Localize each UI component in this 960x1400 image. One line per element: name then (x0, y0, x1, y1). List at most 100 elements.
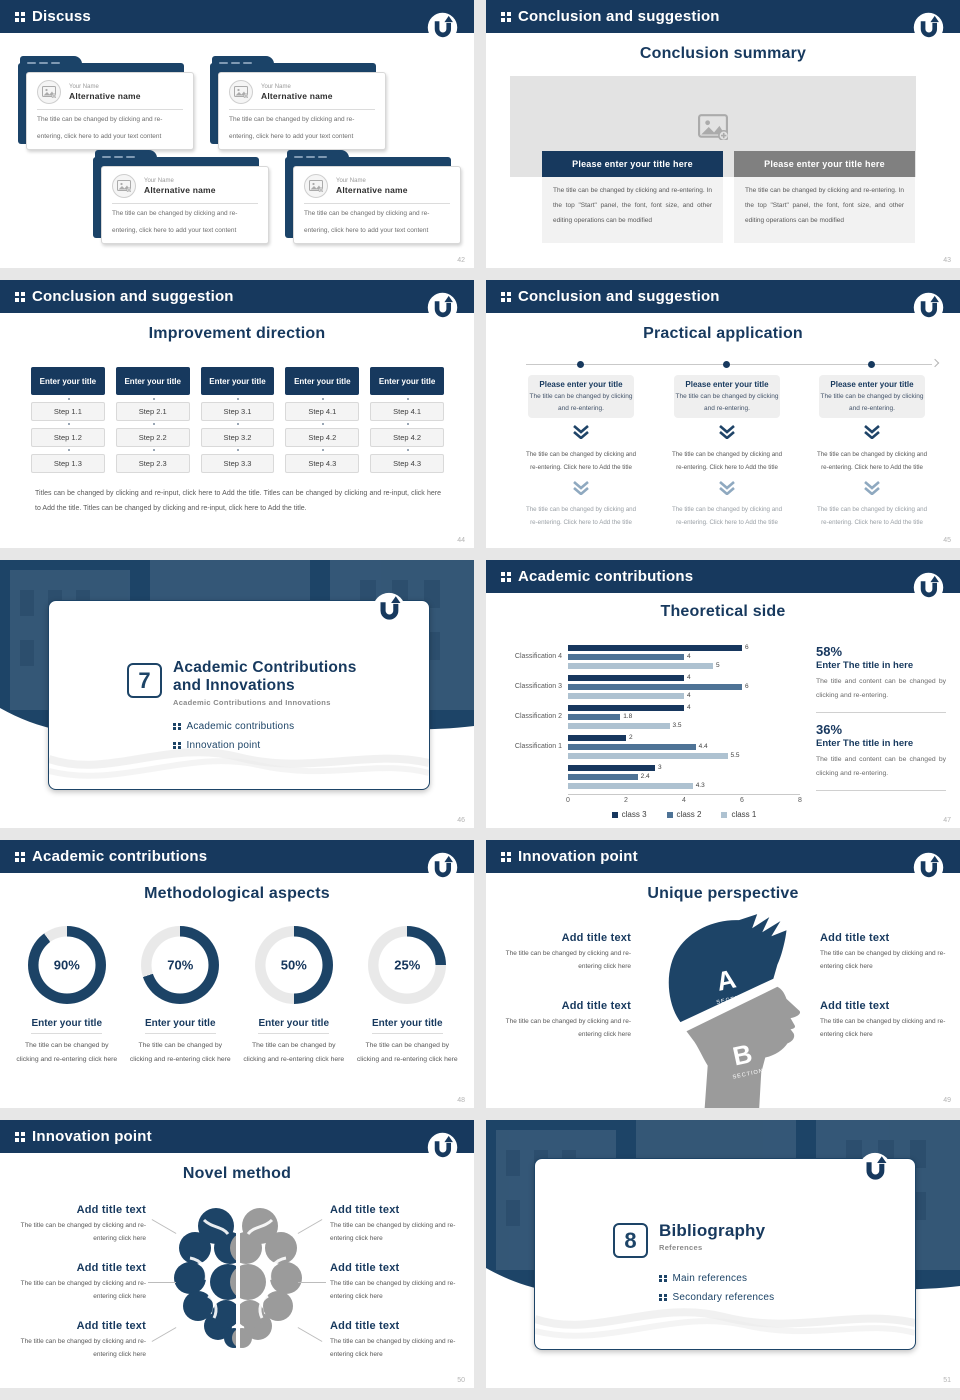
slide-header-bar: Discuss (0, 0, 474, 33)
card-alt-name: Alternative name (261, 90, 333, 101)
donut-chart: 50% (254, 926, 333, 1004)
slide-46-chapter-divider[interactable]: 7 Academic Contributions and Innovations… (0, 560, 474, 828)
text-block: Add title text The title can be changed … (820, 1000, 946, 1042)
slide-44-improvement-direction[interactable]: Conclusion and suggestion Improvement di… (0, 280, 474, 548)
donut-item: 50% Enter your title The title can be ch… (241, 926, 347, 1066)
slide-header-bar: Conclusion and suggestion (486, 0, 960, 33)
add-image-icon (698, 113, 728, 140)
stat-body: The title and content can be changed by … (816, 678, 946, 699)
slide-42-discuss[interactable]: Discuss Your Name Alternative name The t… (0, 0, 474, 268)
chapter-title: Academic Contributions and Innovations A… (173, 659, 357, 707)
step-column: Enter your title Step 1.1 Step 1.2 Step … (31, 367, 105, 473)
university-logo (427, 12, 458, 43)
step-cell: Step 4.2 (370, 428, 444, 451)
slide-header-bar: Innovation point (0, 1120, 474, 1153)
card-body-text: The title can be changed by clicking and… (229, 116, 355, 140)
slide-number: 47 (943, 817, 951, 824)
donut-percent: 70% (167, 957, 194, 973)
chevron-down-icon (718, 424, 736, 440)
slide-title: Novel method (182, 1165, 292, 1182)
image-placeholder-icon (112, 174, 136, 198)
slide-43-conclusion-summary[interactable]: Conclusion and suggestion Conclusion sum… (486, 0, 960, 268)
donut-item: 70% Enter your title The title can be ch… (127, 926, 233, 1066)
header-squares-icon (15, 11, 25, 22)
donut-item: 25% Enter your title The title can be ch… (354, 926, 460, 1066)
donut-chart: 25% (368, 926, 447, 1004)
title-button-primary: Please enter your title here (542, 151, 723, 177)
step-text: The title can be changed by clicking and… (525, 506, 637, 527)
header-squares-icon (15, 1131, 25, 1142)
block-title: Add title text (330, 1204, 400, 1216)
chapter-subtitle: Academic Contributions and Innovations (173, 697, 331, 707)
chevron-down-icon (572, 424, 590, 440)
slide-48-methodological-aspects[interactable]: Academic contributions Methodological as… (0, 840, 474, 1108)
block-body: The title can be changed by clicking and… (330, 1222, 456, 1243)
chapter-item: Main references (659, 1273, 774, 1284)
university-logo (427, 852, 458, 883)
card-name-label: Your Name (69, 83, 99, 90)
step-text: The title can be changed by clicking and… (671, 506, 783, 527)
block-body: The title can be changed by clicking and… (505, 1018, 631, 1039)
step-cell: Step 1.2 (31, 428, 105, 451)
image-placeholder-icon (37, 80, 61, 104)
text-block: Add title text The title can be changed … (330, 1204, 458, 1246)
block-title: Add title text (76, 1320, 146, 1332)
chapter-title: Bibliography References (659, 1221, 766, 1253)
column-title: Enter your title (200, 367, 275, 400)
footer-note: Titles can be changed by clicking and re… (35, 490, 441, 513)
slide-50-novel-method[interactable]: Innovation point Novel method (0, 1120, 474, 1388)
chapter-card: 8 Bibliography References Main reference… (534, 1158, 916, 1350)
step-cell: Step 2.1 (115, 402, 190, 425)
step-column: Enter your title Step 3.1 Step 3.2 Step … (200, 367, 275, 473)
column-body-text: The title can be changed by clicking and… (734, 177, 915, 243)
chart-legend: class 3 class 2 class 1 (568, 810, 800, 819)
block-title: Add title text (330, 1320, 400, 1332)
slide-45-practical-application[interactable]: Conclusion and suggestion Practical appl… (486, 280, 960, 548)
slide-51-chapter-divider[interactable]: 8 Bibliography References Main reference… (486, 1120, 960, 1388)
title-box: Please enter your title The title can be… (528, 375, 634, 418)
university-logo (913, 572, 944, 603)
donut-body: The title can be changed by clicking and… (129, 1042, 231, 1063)
stat-body: The title and content can be changed by … (816, 755, 946, 777)
donut-row: 90% Enter your title The title can be ch… (10, 926, 464, 1066)
column-title: Enter your title (115, 367, 190, 400)
slide-number: 43 (943, 257, 951, 264)
donut-chart: 90% (27, 926, 106, 1004)
bullet-squares-icon (173, 722, 181, 731)
card-name-label: Your Name (144, 177, 174, 184)
slide-header-title: Academic contributions (32, 848, 208, 865)
stat-blocks: 58% Enter The title in here The title an… (816, 644, 946, 800)
slide-header-title: Innovation point (32, 1128, 152, 1145)
donut-title: Enter your title (31, 1018, 103, 1034)
step-cell: Step 1.3 (31, 454, 105, 473)
discuss-card: Your Name Alternative name The title can… (18, 56, 194, 150)
header-squares-icon (15, 291, 25, 302)
block-body: The title can be changed by clicking and… (330, 1280, 456, 1301)
block-body: The title can be changed by clicking and… (20, 1222, 146, 1243)
chevron-down-icon (718, 480, 736, 496)
slide-47-theoretical-side[interactable]: Academic contributions Theoretical side … (486, 560, 960, 828)
step-text: The title can be changed by clicking and… (816, 451, 928, 472)
slide-number: 48 (457, 1097, 465, 1104)
text-block: Add title text The title can be changed … (18, 1320, 146, 1362)
block-body: The title can be changed by clicking and… (330, 1338, 456, 1359)
chart-rows: Classification 4 6 4 5 Classification 3 4 6 4 Cl… (514, 644, 749, 789)
column-title: Enter your title (370, 367, 444, 400)
image-placeholder-icon (229, 80, 253, 104)
step-text: The title can be changed by clicking and… (525, 451, 637, 472)
step-column: Enter your title Step 4.1 Step 4.2 Step … (285, 367, 360, 473)
chapter-items: Main references Secondary references (659, 1273, 774, 1311)
step-cell: Step 2.3 (115, 454, 190, 473)
card-alt-name: Alternative name (336, 184, 408, 195)
slide-49-unique-perspective[interactable]: Innovation point Unique perspective A SE… (486, 840, 960, 1108)
university-logo (913, 292, 944, 323)
card-name-label: Your Name (336, 177, 366, 184)
slide-header-bar: Innovation point (486, 840, 960, 873)
timeline-dot (577, 361, 584, 368)
box-body: The title can be changed by clicking and… (529, 393, 633, 413)
slide-header-title: Academic contributions (518, 568, 694, 585)
slide-header-bar: Academic contributions (486, 560, 960, 593)
block-title: Add title text (820, 932, 890, 944)
timeline-dot (868, 361, 875, 368)
